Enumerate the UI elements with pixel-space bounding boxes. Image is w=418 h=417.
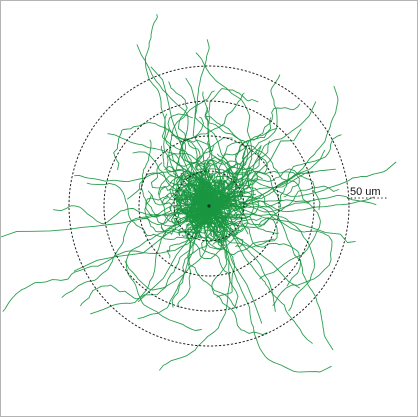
distance-ring-2 [138, 135, 280, 277]
cell-track [167, 113, 210, 207]
cell-track [208, 128, 302, 207]
cell-track [168, 90, 215, 207]
cell-track [208, 202, 321, 280]
cell-track [208, 195, 377, 210]
cell-track [208, 168, 336, 207]
cell-track [208, 170, 314, 207]
cell-track [208, 141, 249, 236]
cell-track [74, 169, 210, 207]
cell-track [208, 202, 334, 351]
cell-track [208, 205, 276, 312]
cell-track [195, 159, 253, 220]
cell-track [107, 133, 214, 207]
cell-track [208, 161, 397, 207]
cell-track [170, 134, 217, 207]
cell-track [147, 184, 210, 212]
cell-track [207, 205, 268, 335]
cell-track [208, 170, 300, 223]
cell-track [201, 88, 259, 207]
distance-ring-3 [103, 100, 315, 312]
cell-track [208, 103, 301, 207]
cell-track [208, 205, 300, 289]
cell-track [208, 117, 272, 207]
cell-track [137, 205, 210, 320]
cell-track [185, 77, 210, 207]
cell-tracks-group [1, 14, 397, 373]
cell-track [178, 92, 245, 207]
cell-track [171, 203, 226, 308]
cell-track [208, 134, 342, 208]
cell-track [150, 66, 210, 207]
distance-ring-1 [173, 170, 245, 242]
cell-track [2, 205, 210, 312]
cell-track [90, 204, 210, 315]
cell-track [208, 205, 263, 324]
cell-track [73, 205, 210, 272]
cell-track [159, 205, 231, 371]
cell-track [202, 91, 251, 207]
origin-marker [207, 204, 211, 208]
cell-track [181, 116, 216, 207]
cell-track [138, 205, 210, 302]
cell-track [194, 39, 234, 207]
cell-track [208, 140, 270, 207]
distance-rings-group [68, 65, 350, 347]
cell-track [208, 195, 375, 213]
distance-ring-4 [68, 65, 350, 347]
cell-track [203, 144, 311, 207]
cell-track [208, 205, 275, 256]
cell-track [208, 205, 315, 312]
cell-track [208, 153, 250, 207]
cell-track [208, 101, 317, 207]
cell-track [61, 204, 210, 298]
cell-track [164, 128, 210, 207]
cell-track [208, 205, 332, 373]
cell-track [195, 52, 253, 207]
cell-track [208, 204, 333, 307]
cell-track [144, 14, 210, 207]
cell-track [177, 205, 210, 308]
cell-track [208, 205, 356, 243]
cell-track [169, 171, 210, 223]
cell-track [1, 205, 210, 238]
cell-track [161, 113, 210, 207]
scale-bar-label: 50 um [350, 186, 381, 198]
cell-track [198, 156, 263, 207]
cell-track [136, 44, 210, 207]
